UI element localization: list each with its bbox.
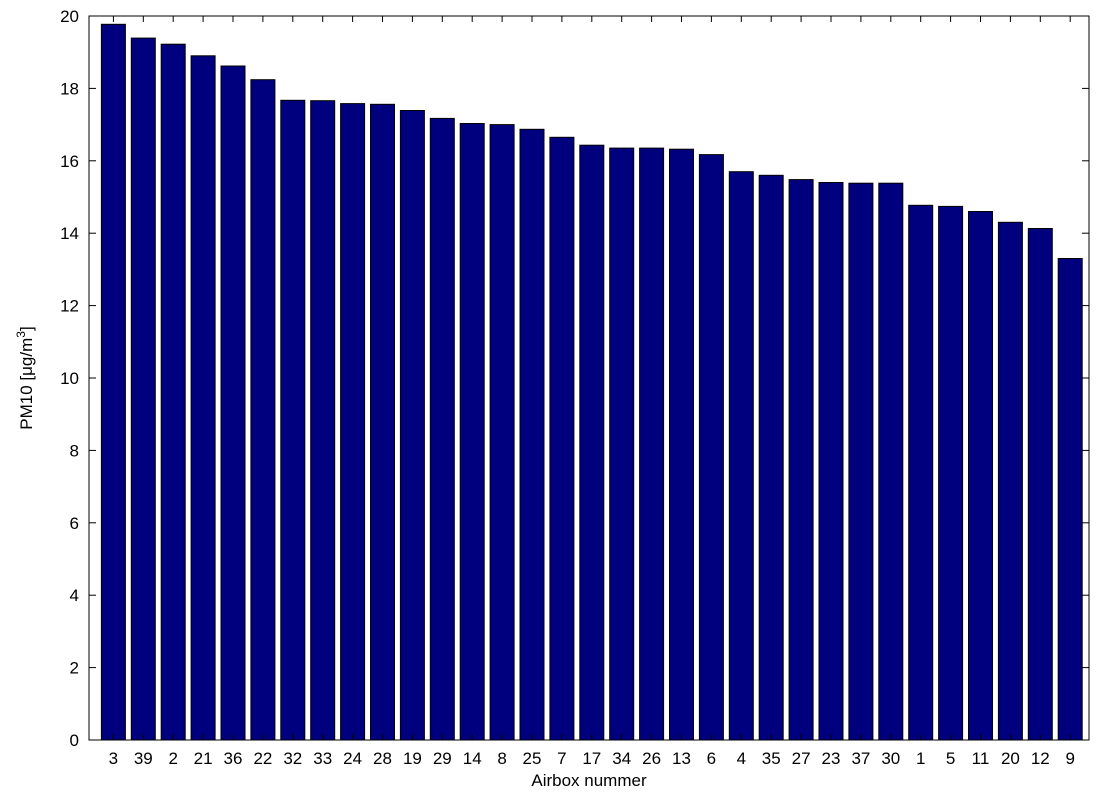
bar-2 xyxy=(160,43,186,741)
bar-36 xyxy=(220,65,246,741)
y-axis-title-unit: g/m xyxy=(17,338,36,366)
y-tick-label-2: 2 xyxy=(70,659,79,678)
y-tick-label-4: 4 xyxy=(70,586,79,605)
x-tick-label-13: 13 xyxy=(672,749,691,768)
bar-20 xyxy=(997,221,1023,741)
x-tick-label-39: 39 xyxy=(134,749,153,768)
bar-6 xyxy=(698,154,724,741)
x-tick-label-14: 14 xyxy=(463,749,482,768)
bar-21 xyxy=(190,55,216,741)
x-tick-labels: 3 39 2 21 36 22 32 33 24 28 19 29 14 8 25 7 17 34 26 13 6 4 35… xyxy=(109,749,1075,768)
bar-34 xyxy=(609,147,635,741)
x-tick-label-33: 33 xyxy=(313,749,332,768)
bar-24 xyxy=(340,103,366,741)
bar-7 xyxy=(549,136,575,741)
bar-9 xyxy=(1057,258,1083,741)
x-axis-title: Airbox nummer xyxy=(531,771,647,790)
bar-29 xyxy=(429,117,455,741)
x-tick-label-9: 9 xyxy=(1065,749,1074,768)
bar-23 xyxy=(818,182,844,741)
y-axis-title-mu: μ xyxy=(17,366,36,376)
bar-4 xyxy=(728,171,754,741)
bar-13 xyxy=(669,148,694,741)
bar-5 xyxy=(938,205,964,741)
x-tick-label-2: 2 xyxy=(168,749,177,768)
x-tick-label-22: 22 xyxy=(253,749,272,768)
x-tick-label-23: 23 xyxy=(822,749,841,768)
y-tick-label-16: 16 xyxy=(60,152,79,171)
x-tick-label-8: 8 xyxy=(497,749,506,768)
bar-8 xyxy=(489,124,515,741)
x-tick-label-11: 11 xyxy=(972,749,990,768)
bar-28 xyxy=(370,103,395,741)
y-tick-label-6: 6 xyxy=(70,514,79,533)
bars-group xyxy=(100,23,1083,741)
x-tick-label-3: 3 xyxy=(109,749,118,768)
bar-12 xyxy=(1027,228,1053,741)
bar-22 xyxy=(250,79,276,741)
bar-25 xyxy=(519,128,545,741)
y-tick-label-10: 10 xyxy=(60,369,79,388)
bar-3 xyxy=(100,23,126,741)
x-tick-label-6: 6 xyxy=(707,749,716,768)
x-tick-label-12: 12 xyxy=(1031,749,1050,768)
x-tick-label-19: 19 xyxy=(403,749,422,768)
plot-frame xyxy=(88,15,1090,741)
bar-37 xyxy=(848,182,874,741)
x-tick-label-17: 17 xyxy=(582,749,601,768)
x-tick-label-26: 26 xyxy=(642,749,661,768)
bar-17 xyxy=(579,144,605,741)
y-axis-title-main: PM10 [ xyxy=(17,376,36,430)
x-tick-label-29: 29 xyxy=(433,749,452,768)
y-tick-label-18: 18 xyxy=(60,79,79,98)
bar-27 xyxy=(788,179,814,741)
y-tick-labels: 0 2 4 6 8 10 12 14 16 18 20 xyxy=(60,7,79,750)
bar-35 xyxy=(758,174,784,741)
x-tick-label-25: 25 xyxy=(523,749,542,768)
y-tick-label-12: 12 xyxy=(60,297,79,316)
x-tick-label-20: 20 xyxy=(1001,749,1020,768)
y-tick-label-14: 14 xyxy=(60,224,79,243)
x-tick-label-36: 36 xyxy=(224,749,243,768)
x-tick-label-7: 7 xyxy=(557,749,566,768)
y-axis-title-exponent: 3 xyxy=(14,331,28,338)
x-tick-label-37: 37 xyxy=(851,749,870,768)
x-tick-label-34: 34 xyxy=(612,749,631,768)
bar-26 xyxy=(639,147,665,741)
y-axis-title: PM10 [μg/m3] xyxy=(14,326,36,429)
x-tick-label-5: 5 xyxy=(946,749,955,768)
bar-19 xyxy=(399,110,425,741)
y-tick-label-0: 0 xyxy=(70,731,79,750)
x-tick-label-30: 30 xyxy=(881,749,900,768)
bar-32 xyxy=(280,99,306,741)
x-tick-label-4: 4 xyxy=(737,749,746,768)
x-tick-label-28: 28 xyxy=(373,749,392,768)
y-axis-title-close: ] xyxy=(17,326,36,331)
bar-33 xyxy=(310,100,336,741)
bar-1 xyxy=(908,204,934,741)
x-tick-label-24: 24 xyxy=(343,749,362,768)
bar-14 xyxy=(459,123,485,741)
x-tick-label-21: 21 xyxy=(194,749,213,768)
bar-30 xyxy=(878,182,904,741)
x-tick-label-32: 32 xyxy=(283,749,302,768)
bar-39 xyxy=(130,37,156,741)
x-tick-label-35: 35 xyxy=(762,749,781,768)
y-tick-label-20: 20 xyxy=(60,7,79,26)
x-tick-label-1: 1 xyxy=(916,749,925,768)
y-tick-label-8: 8 xyxy=(70,441,79,460)
bar-11 xyxy=(968,211,993,741)
x-tick-label-27: 27 xyxy=(792,749,811,768)
